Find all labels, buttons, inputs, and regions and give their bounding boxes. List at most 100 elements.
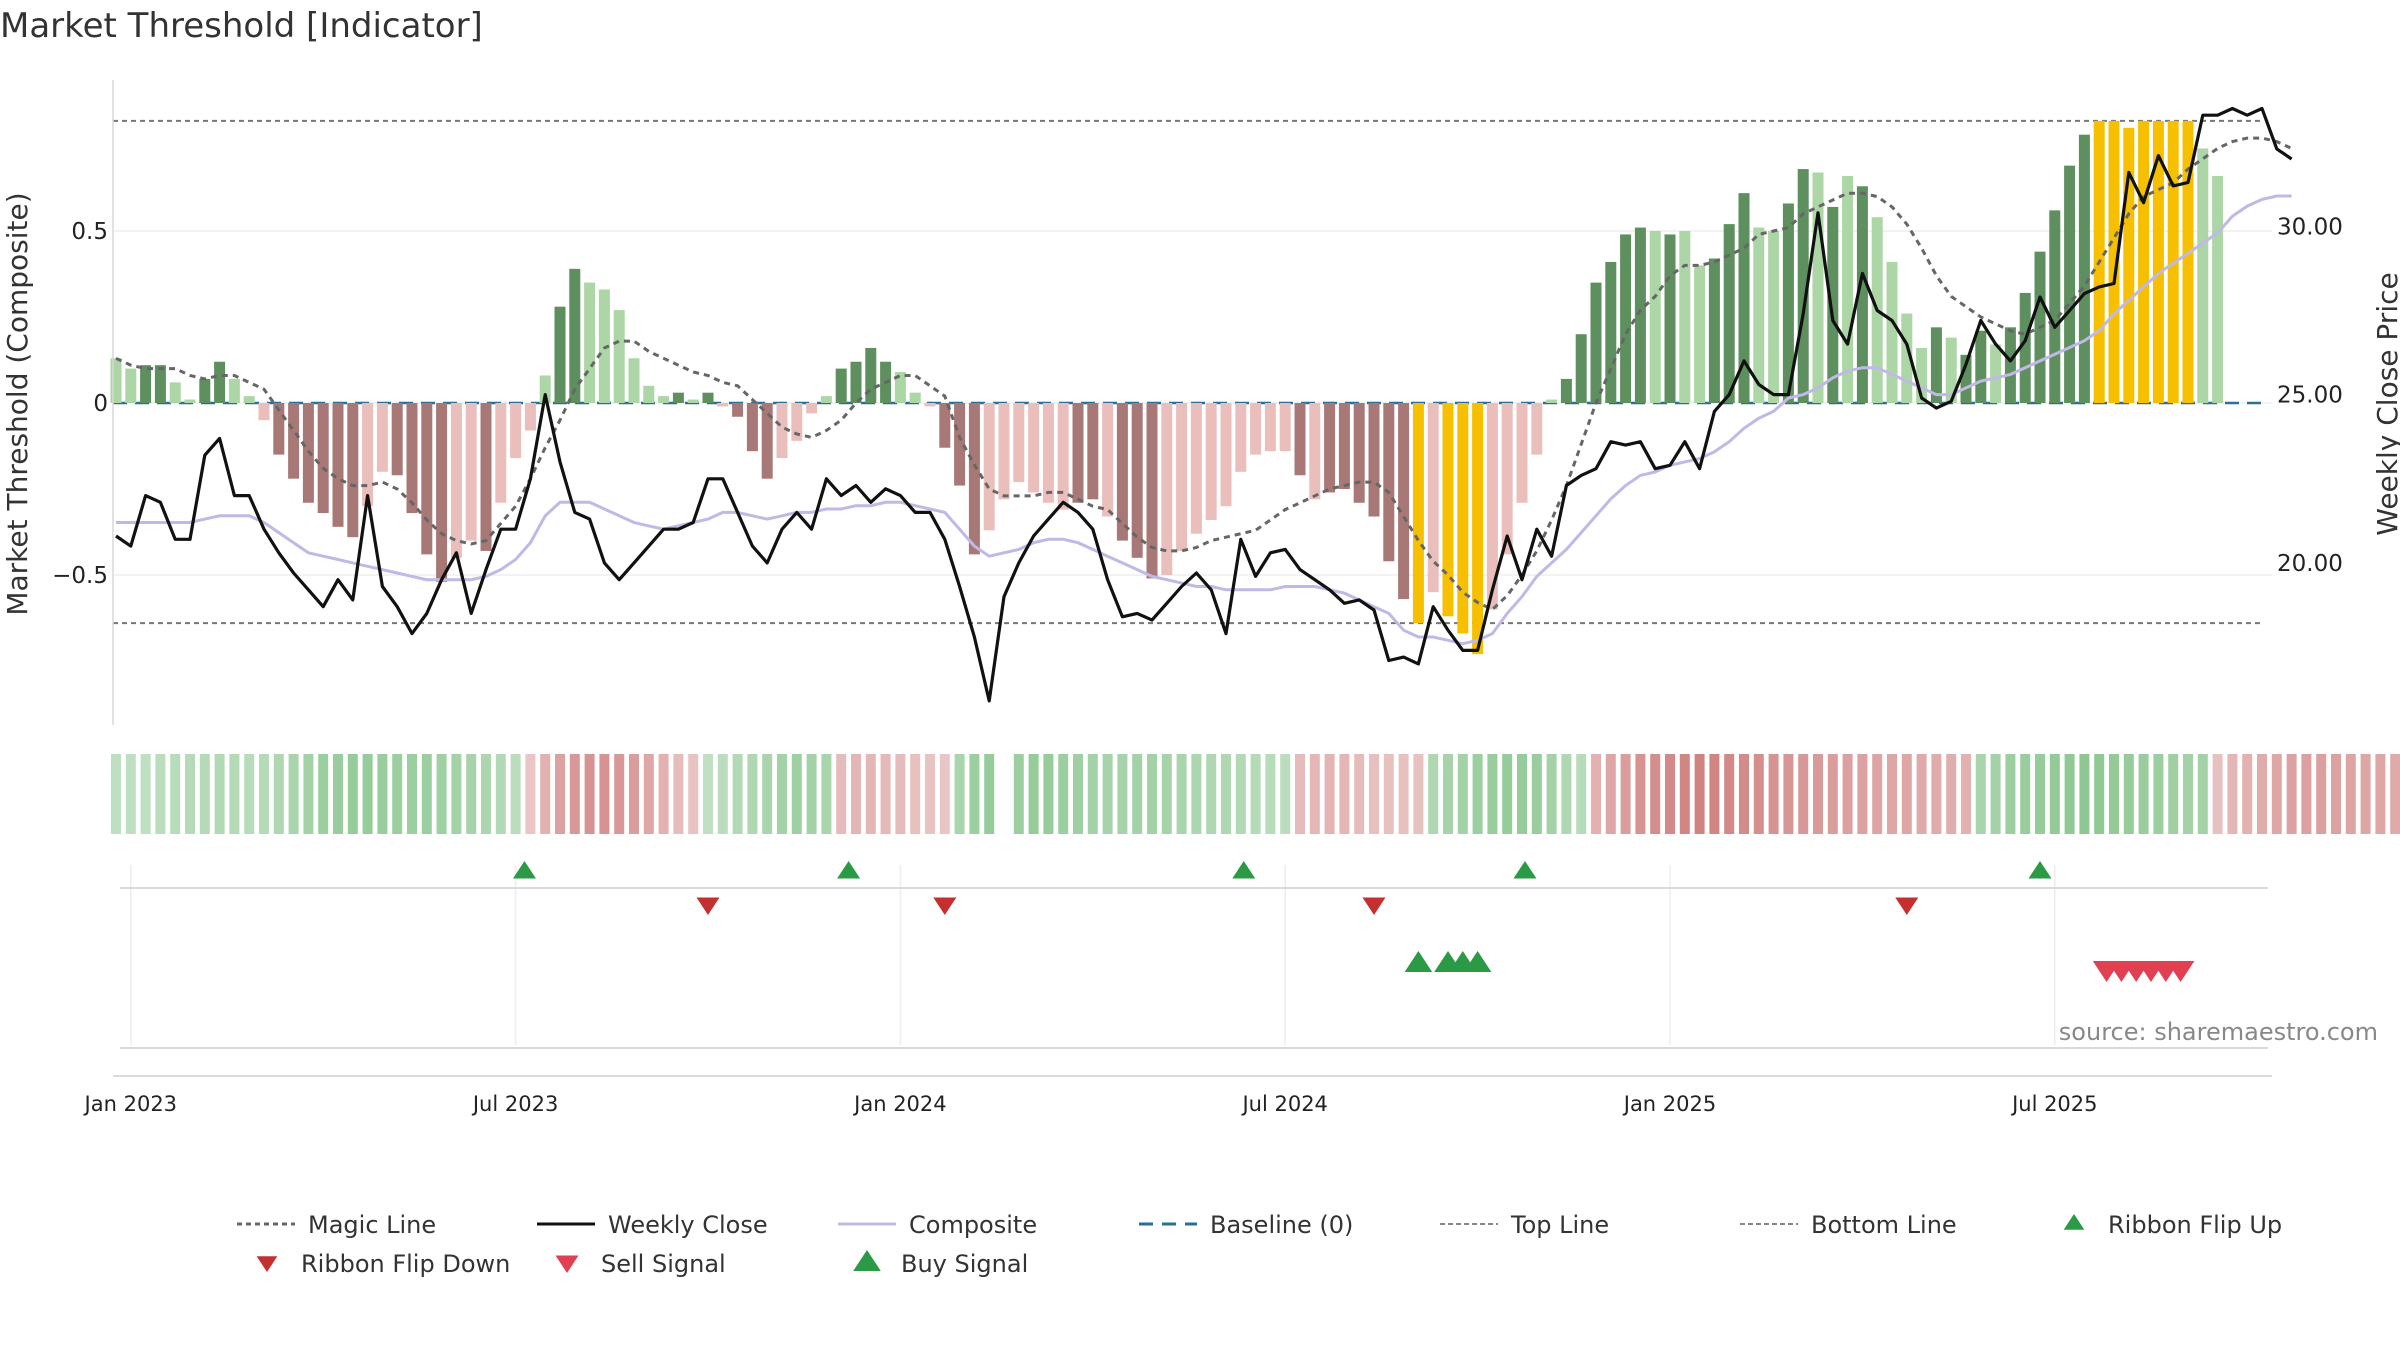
- ribbon-segment: [2242, 754, 2253, 834]
- ribbon-segment: [1369, 754, 1379, 834]
- composite-bar: [258, 403, 270, 421]
- ribbon-segment: [910, 754, 921, 834]
- composite-bar: [628, 358, 640, 403]
- legend-label-baseline: Baseline (0): [1210, 1211, 1353, 1239]
- composite-bar: [776, 403, 788, 459]
- ribbon-segment: [1857, 754, 1868, 834]
- ribbon-segment: [1990, 754, 2001, 834]
- composite-bar: [2138, 120, 2150, 404]
- composite-bar: [1975, 330, 1987, 403]
- composite-bar: [347, 403, 359, 538]
- ribbon-segment: [407, 754, 417, 834]
- ribbon-segment: [2005, 754, 2016, 834]
- ribbon-segment: [1221, 754, 1231, 834]
- ribbon-segment: [1383, 754, 1394, 834]
- ribbon-segment: [969, 754, 980, 834]
- ribbon-segment: [880, 754, 891, 834]
- legend-swatch-sell_signal: [555, 1255, 579, 1273]
- ribbon-segment: [1546, 754, 1557, 834]
- weekly-close-line: [115, 106, 2293, 703]
- ribbon-segment: [111, 754, 121, 834]
- ribbon-segment: [1428, 754, 1439, 834]
- composite-bar: [968, 403, 980, 555]
- y-tick-left: 0: [93, 391, 108, 417]
- composite-bar: [524, 403, 536, 431]
- composite-bar: [1620, 234, 1632, 403]
- ribbon-segment: [1605, 754, 1616, 834]
- ribbon-segment: [1235, 754, 1246, 834]
- ribbon-segment: [1472, 754, 1483, 834]
- composite-bar: [687, 399, 699, 403]
- composite-bar: [835, 368, 847, 403]
- ribbon-segment: [2094, 754, 2105, 834]
- ribbon-segment: [214, 754, 225, 834]
- composite-bar: [1368, 403, 1380, 517]
- ribbon-segment: [495, 754, 506, 834]
- composite-bar: [465, 403, 477, 541]
- x-tick-label: Jan 2024: [852, 1092, 947, 1116]
- composite-bar: [510, 403, 522, 459]
- ribbon-segment: [1354, 754, 1365, 834]
- ribbon-segment: [2301, 754, 2312, 834]
- ribbon-segment: [1339, 754, 1350, 834]
- composite-bar: [1042, 403, 1054, 503]
- composite-bar: [1605, 261, 1617, 403]
- ribbon-segment: [2345, 754, 2356, 834]
- composite-bar: [1634, 227, 1646, 403]
- ribbon-segment: [1265, 754, 1276, 834]
- ribbon-segment: [1295, 754, 1305, 834]
- composite-bar: [1087, 403, 1099, 500]
- legend-label-sell_signal: Sell Signal: [601, 1250, 726, 1278]
- composite-bar: [1531, 403, 1543, 455]
- ribbon-segment: [525, 754, 536, 834]
- ribbon-segment: [2257, 754, 2267, 834]
- composite-bar: [909, 392, 921, 403]
- composite-bar: [1990, 344, 2002, 403]
- ribbon-segment: [244, 754, 255, 834]
- composite-bar: [1664, 234, 1676, 403]
- y-axis-left-label: Market Threshold (Composite): [1, 192, 34, 615]
- ribbon-segment: [851, 754, 861, 834]
- ribbon-segment: [1443, 754, 1453, 834]
- ribbon-segment: [777, 754, 787, 834]
- ribbon-segment: [540, 754, 551, 834]
- ribbon-segment: [1813, 754, 1823, 834]
- composite-bar: [1812, 172, 1824, 403]
- ribbon-flip-down-marker: [696, 897, 720, 915]
- composite-bar: [1013, 403, 1025, 483]
- composite-bar: [1235, 403, 1247, 472]
- ribbon-flip-down-marker: [1362, 897, 1386, 915]
- composite-bar: [791, 403, 803, 441]
- ribbon-segment: [436, 754, 447, 834]
- ribbon-segment: [1531, 754, 1542, 834]
- ribbon-segment: [1872, 754, 1883, 834]
- ribbon-segment: [140, 754, 151, 834]
- ribbon-segment: [1043, 754, 1054, 834]
- ribbon-segment: [2153, 754, 2164, 834]
- ribbon-flip-up-marker: [837, 861, 861, 879]
- ribbon-segment: [1709, 754, 1720, 834]
- ribbon-segment: [2183, 754, 2193, 834]
- composite-bar: [1945, 337, 1957, 403]
- composite-bar: [1427, 403, 1439, 593]
- composite-bar: [998, 403, 1010, 500]
- composite-bar: [658, 396, 670, 403]
- composite-bar: [436, 403, 448, 582]
- chart-title: Market Threshold [Indicator]: [0, 6, 483, 46]
- composite-bar: [1057, 403, 1069, 510]
- composite-bar: [1472, 403, 1484, 655]
- composite-bar: [1383, 403, 1395, 562]
- composite-bar: [214, 361, 226, 403]
- composite-bar: [1116, 403, 1128, 541]
- composite-bar: [1560, 378, 1572, 403]
- ribbon-segment: [1058, 754, 1069, 834]
- composite-bar: [1279, 403, 1291, 452]
- ribbon-segment: [1975, 754, 1986, 834]
- y-tick-left: 0.5: [71, 219, 108, 245]
- composite-bar: [1797, 169, 1809, 403]
- ribbon-segment: [199, 754, 210, 834]
- composite-bar: [2064, 165, 2076, 403]
- ribbon-segment: [1176, 754, 1187, 834]
- composite-bar: [1546, 399, 1558, 403]
- ribbon-segment: [1206, 754, 1217, 834]
